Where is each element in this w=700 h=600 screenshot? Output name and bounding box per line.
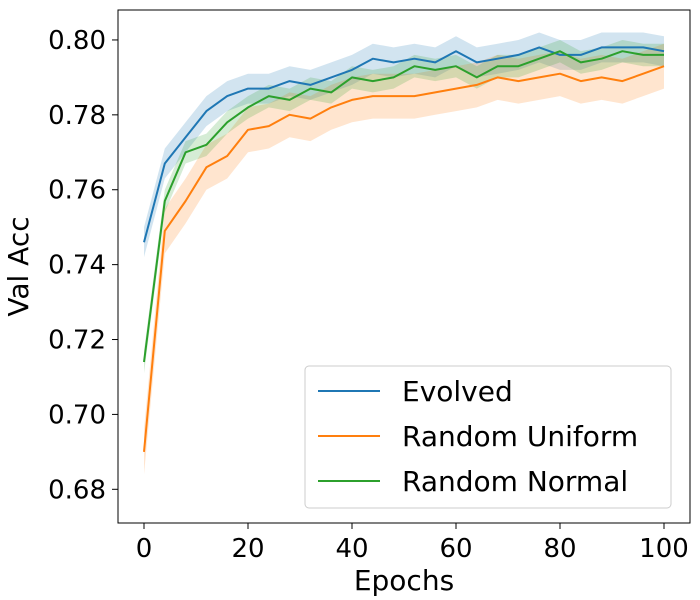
line-series-1 (143, 46, 665, 243)
band-series-1 (144, 32, 664, 258)
series-lines (143, 46, 665, 452)
y-tick-label: 0.70 (48, 400, 106, 430)
y-tick-label: 0.68 (48, 475, 106, 505)
y-tick-label: 0.76 (48, 176, 106, 206)
y-tick-label: 0.74 (48, 251, 106, 281)
line-series-3 (143, 50, 664, 363)
x-tick-label: 40 (335, 534, 368, 564)
y-axis: 0.68 0.70 0.72 0.74 0.76 0.78 0.80 (48, 26, 118, 505)
legend-box (304, 365, 672, 509)
line-series-2 (143, 65, 665, 452)
legend-label-3: Random Normal (402, 465, 628, 498)
x-tick-label: 100 (639, 534, 689, 564)
x-tick-label: 0 (136, 534, 153, 564)
y-tick-label: 0.78 (48, 101, 106, 131)
legend: Evolved Random Uniform Random Normal (304, 365, 672, 509)
plot-frame (117, 9, 691, 524)
confidence-bands (144, 32, 664, 475)
legend-label-1: Evolved (402, 375, 513, 408)
x-axis-label: Epochs (354, 564, 454, 597)
legend-label-2: Random Uniform (402, 420, 638, 453)
x-axis: 0 20 40 60 80 100 (136, 523, 689, 564)
band-series-2 (144, 43, 664, 475)
y-axis-label: Val Acc (2, 216, 35, 316)
x-tick-label: 60 (439, 534, 472, 564)
y-tick-label: 0.80 (48, 26, 106, 56)
x-tick-label: 20 (231, 534, 264, 564)
y-tick-label: 0.72 (48, 326, 106, 356)
x-tick-label: 80 (543, 534, 576, 564)
